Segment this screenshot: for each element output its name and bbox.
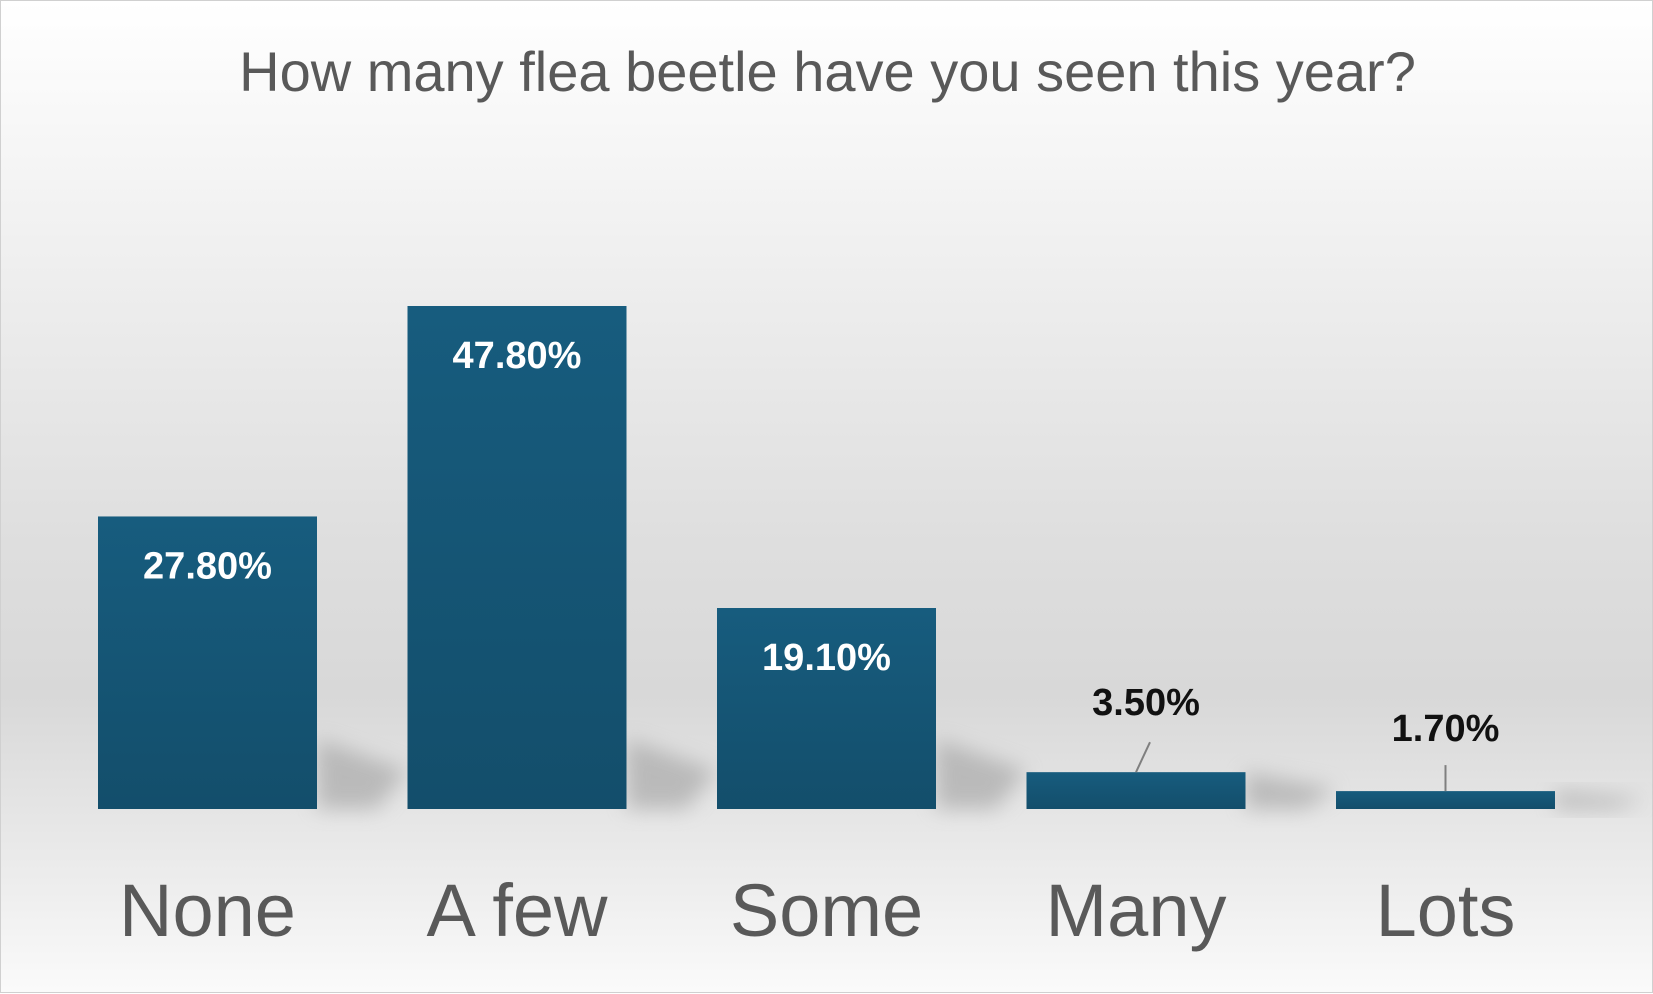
bar-none (98, 516, 317, 809)
bar-shadow-many (1245, 772, 1336, 809)
category-label-a-few: A few (427, 869, 609, 952)
bar-a-few (407, 306, 627, 809)
data-label-many: 3.50% (1092, 682, 1200, 724)
category-label-some: Some (730, 869, 923, 952)
data-label-lots: 1.70% (1392, 708, 1500, 750)
data-labels: 27.80% 47.80% 19.10% 3.50% 1.70% (143, 335, 1499, 750)
leader-lines (1135, 741, 1447, 792)
bar-shadow-none (317, 739, 407, 809)
bar-shadows (317, 739, 1645, 809)
bar-some (717, 608, 936, 809)
data-label-a-few: 47.80% (453, 335, 582, 377)
category-label-none: None (119, 869, 296, 952)
leader-line-many (1135, 741, 1151, 773)
category-label-lots: Lots (1376, 869, 1516, 952)
bar-shadow-a-few (626, 739, 717, 809)
category-labels: None A few Some Many Lots (119, 869, 1515, 952)
bar-shadow-lots (1555, 791, 1645, 809)
bars (98, 306, 1555, 809)
chart-title: How many flea beetle have you seen this … (239, 40, 1416, 103)
bar-many (1026, 772, 1246, 809)
data-label-none: 27.80% (143, 545, 272, 587)
data-label-some: 19.10% (762, 637, 891, 679)
bar-shadow-some (936, 739, 1026, 809)
category-label-many: Many (1046, 869, 1227, 952)
bar-lots (1336, 791, 1555, 809)
